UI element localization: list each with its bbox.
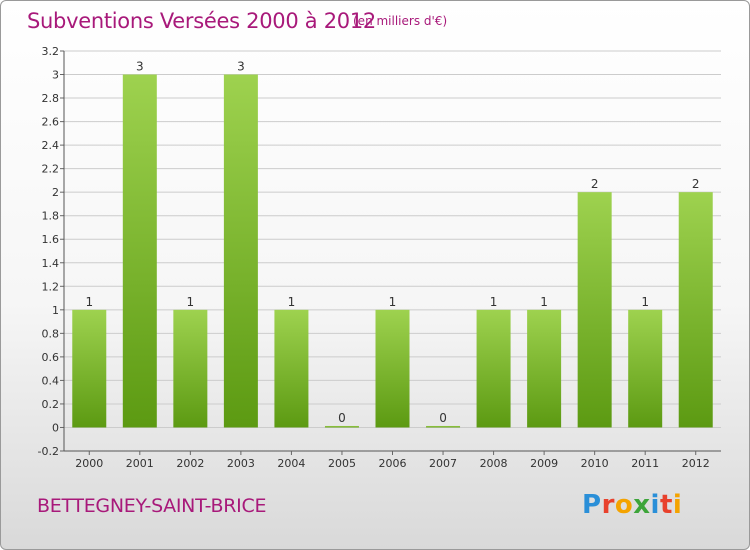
y-tick-label: 2.8	[42, 92, 60, 105]
logo-letter: P	[582, 490, 602, 520]
x-tick-label: 2001	[126, 457, 154, 470]
y-tick-label: 2.2	[42, 163, 60, 176]
bar-value-label: 1	[288, 295, 296, 309]
x-tick-label: 2007	[429, 457, 457, 470]
bar	[375, 309, 410, 428]
bar-value-label: 2	[692, 177, 700, 191]
y-tick-label: 3	[52, 69, 59, 82]
bar-value-label: 1	[540, 295, 548, 309]
y-tick-label: 0.8	[42, 327, 60, 340]
x-tick-label: 2010	[581, 457, 609, 470]
proxiti-logo: Proxiti	[582, 490, 682, 520]
y-tick-label: 3.2	[42, 45, 60, 58]
logo-letter: i	[650, 490, 660, 520]
bar-value-label: 3	[237, 60, 245, 74]
bar	[122, 74, 157, 428]
y-tick-label: 2.4	[42, 139, 60, 152]
y-tick-label: 0.2	[42, 398, 60, 411]
x-tick-label: 2011	[631, 457, 659, 470]
y-tick-label: 1.8	[42, 210, 60, 223]
location-name: BETTEGNEY-SAINT-BRICE	[37, 495, 267, 517]
bar	[274, 309, 309, 428]
y-tick-label: 1.2	[42, 280, 60, 293]
bar	[678, 192, 713, 428]
y-tick-label: 1.4	[42, 257, 60, 270]
y-tick-label: 1.6	[42, 233, 60, 246]
bar-value-label: 0	[439, 411, 447, 425]
chart-title: Subventions Versées 2000 à 2012	[27, 9, 376, 33]
x-tick-label: 2009	[530, 457, 558, 470]
x-tick-label: 2005	[328, 457, 356, 470]
y-tick-label: 0.4	[42, 374, 60, 387]
y-tick-label: 2	[52, 186, 59, 199]
logo-letter: o	[614, 490, 634, 520]
y-tick-label: -0.2	[38, 445, 59, 458]
bar	[628, 309, 663, 428]
y-tick-label: 0.6	[42, 351, 60, 364]
bar-value-label: 1	[389, 295, 397, 309]
logo-letter: t	[659, 490, 673, 520]
bar-value-label: 1	[641, 295, 649, 309]
logo-letter: i	[672, 490, 683, 520]
x-tick-label: 2008	[480, 457, 508, 470]
logo-letter: x	[633, 490, 651, 520]
bar-value-label: 1	[490, 295, 498, 309]
bar	[476, 309, 511, 428]
bar-value-label: 0	[338, 411, 346, 425]
bar-value-label: 1	[85, 295, 93, 309]
bar	[173, 309, 208, 428]
bar	[527, 309, 562, 428]
bar-value-label: 1	[187, 295, 195, 309]
y-tick-label: 1	[52, 304, 59, 317]
bar-value-label: 2	[591, 177, 599, 191]
bar	[324, 425, 359, 428]
y-tick-label: 2.6	[42, 116, 60, 129]
x-tick-label: 2003	[227, 457, 255, 470]
y-tick-label: 0	[52, 421, 59, 434]
x-tick-label: 2004	[277, 457, 305, 470]
logo-letter: r	[601, 490, 615, 520]
bar	[426, 425, 461, 428]
bar	[577, 192, 612, 428]
x-tick-label: 2012	[682, 457, 710, 470]
chart-subtitle: (en milliers d'€)	[353, 14, 448, 28]
x-tick-label: 2006	[379, 457, 407, 470]
bar-value-label: 3	[136, 60, 144, 74]
bar	[72, 309, 107, 428]
bar	[223, 74, 258, 428]
x-tick-label: 2002	[176, 457, 204, 470]
x-tick-label: 2000	[75, 457, 103, 470]
